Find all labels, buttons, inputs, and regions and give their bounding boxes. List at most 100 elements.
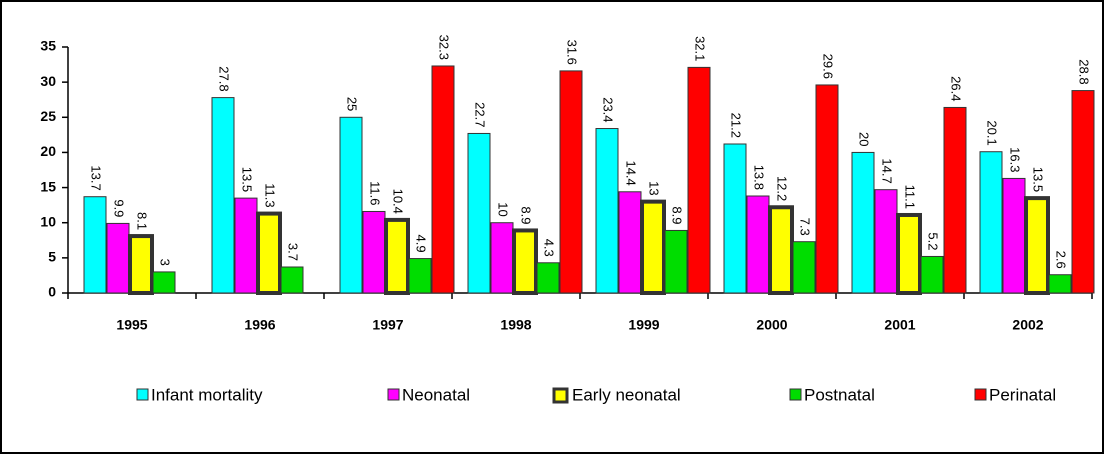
x-tick-label: 1996 bbox=[244, 317, 275, 333]
legend-label: Early neonatal bbox=[572, 385, 681, 404]
value-label: 14.4 bbox=[624, 160, 639, 185]
bar bbox=[536, 262, 560, 294]
bar bbox=[664, 229, 688, 294]
legend-label: Neonatal bbox=[402, 385, 470, 404]
value-label: 8.9 bbox=[519, 206, 534, 224]
bar bbox=[152, 271, 176, 294]
bar bbox=[768, 205, 794, 296]
x-tick-label: 1997 bbox=[372, 317, 403, 333]
bar bbox=[339, 116, 363, 294]
bar bbox=[490, 222, 514, 294]
x-tick-label: 2000 bbox=[756, 317, 787, 333]
bar bbox=[792, 241, 816, 294]
legend-swatch bbox=[552, 387, 569, 404]
value-label: 22.7 bbox=[473, 102, 488, 127]
bar bbox=[979, 151, 1003, 294]
bar bbox=[595, 128, 619, 294]
value-label: 3.7 bbox=[286, 243, 301, 261]
value-label: 31.6 bbox=[565, 40, 580, 65]
bar bbox=[431, 65, 455, 294]
bar bbox=[408, 258, 432, 294]
bar bbox=[746, 195, 770, 294]
value-label: 14.7 bbox=[880, 158, 895, 183]
bar bbox=[1071, 90, 1095, 294]
value-label: 7.3 bbox=[798, 218, 813, 236]
x-tick-label: 2002 bbox=[1012, 317, 1043, 333]
legend-label: Perinatal bbox=[989, 385, 1056, 404]
bar bbox=[943, 106, 967, 294]
bar bbox=[687, 66, 711, 294]
value-label: 20 bbox=[857, 132, 872, 146]
y-tick-label: 0 bbox=[48, 284, 56, 300]
value-label: 32.1 bbox=[693, 36, 708, 61]
value-label: 25 bbox=[345, 97, 360, 111]
y-tick-label: 35 bbox=[40, 38, 56, 54]
value-label: 4.3 bbox=[542, 239, 557, 257]
y-tick-label: 10 bbox=[40, 213, 56, 229]
legend-swatch bbox=[789, 388, 802, 401]
x-tick-label: 1998 bbox=[500, 317, 531, 333]
y-tick-label: 15 bbox=[40, 178, 56, 194]
value-label: 12.2 bbox=[775, 176, 790, 201]
value-label: 26.4 bbox=[949, 76, 964, 101]
bar bbox=[384, 217, 410, 296]
bar bbox=[512, 228, 538, 295]
legend-label: Infant mortality bbox=[151, 385, 263, 404]
bar bbox=[640, 199, 666, 295]
bar bbox=[851, 151, 875, 294]
bar bbox=[234, 197, 258, 294]
bar bbox=[874, 189, 898, 294]
value-label: 13.7 bbox=[89, 165, 104, 190]
value-label: 10 bbox=[496, 202, 511, 216]
bar bbox=[106, 222, 130, 294]
bar bbox=[896, 212, 922, 296]
bar bbox=[256, 211, 282, 296]
value-label: 13.5 bbox=[240, 167, 255, 192]
bar bbox=[280, 266, 304, 294]
value-label: 4.9 bbox=[414, 234, 429, 252]
value-label: 13.8 bbox=[752, 165, 767, 190]
bar bbox=[211, 97, 235, 294]
value-label: 32.3 bbox=[437, 35, 452, 60]
value-label: 29.6 bbox=[821, 54, 836, 79]
bar bbox=[618, 191, 642, 294]
y-tick-label: 5 bbox=[48, 249, 56, 265]
value-label: 27.8 bbox=[217, 66, 232, 91]
bar bbox=[815, 84, 839, 294]
value-label: 8.9 bbox=[670, 206, 685, 224]
value-label: 3 bbox=[158, 259, 173, 266]
value-label: 11.3 bbox=[263, 183, 278, 207]
bar bbox=[1024, 196, 1050, 295]
value-label: 16.3 bbox=[1008, 147, 1023, 172]
y-tick-label: 30 bbox=[40, 73, 56, 89]
value-label: 9.9 bbox=[112, 199, 127, 217]
bar bbox=[723, 143, 747, 294]
value-label: 10.4 bbox=[391, 189, 406, 214]
bar bbox=[1002, 177, 1026, 294]
value-label: 21.2 bbox=[729, 113, 744, 138]
value-label: 13 bbox=[647, 181, 662, 195]
bar bbox=[467, 132, 491, 294]
bar bbox=[1048, 274, 1072, 294]
value-label: 8.1 bbox=[135, 212, 150, 230]
value-label: 2.6 bbox=[1054, 251, 1069, 269]
value-label: 13.5 bbox=[1031, 167, 1046, 192]
bar bbox=[559, 70, 583, 294]
legend-swatch bbox=[387, 388, 400, 401]
bar bbox=[83, 196, 107, 294]
value-label: 11.1 bbox=[903, 185, 918, 209]
y-tick-label: 25 bbox=[40, 108, 56, 124]
y-tick-label: 20 bbox=[40, 143, 56, 159]
value-label: 20.1 bbox=[985, 120, 1000, 145]
x-tick-label: 1999 bbox=[628, 317, 659, 333]
value-label: 28.8 bbox=[1077, 59, 1092, 84]
bar bbox=[920, 255, 944, 294]
legend-label: Postnatal bbox=[804, 385, 875, 404]
value-label: 5.2 bbox=[926, 232, 941, 250]
x-tick-label: 2001 bbox=[884, 317, 915, 333]
legend-swatch bbox=[974, 388, 987, 401]
value-label: 23.4 bbox=[601, 97, 616, 122]
x-tick-label: 1995 bbox=[116, 317, 147, 333]
bar bbox=[362, 210, 386, 294]
